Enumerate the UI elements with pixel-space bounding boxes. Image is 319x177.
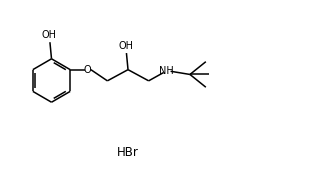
Text: O: O [84,65,92,75]
Text: HBr: HBr [117,146,139,159]
Text: OH: OH [119,41,134,51]
Text: OH: OH [42,30,57,40]
Text: NH: NH [159,66,174,76]
